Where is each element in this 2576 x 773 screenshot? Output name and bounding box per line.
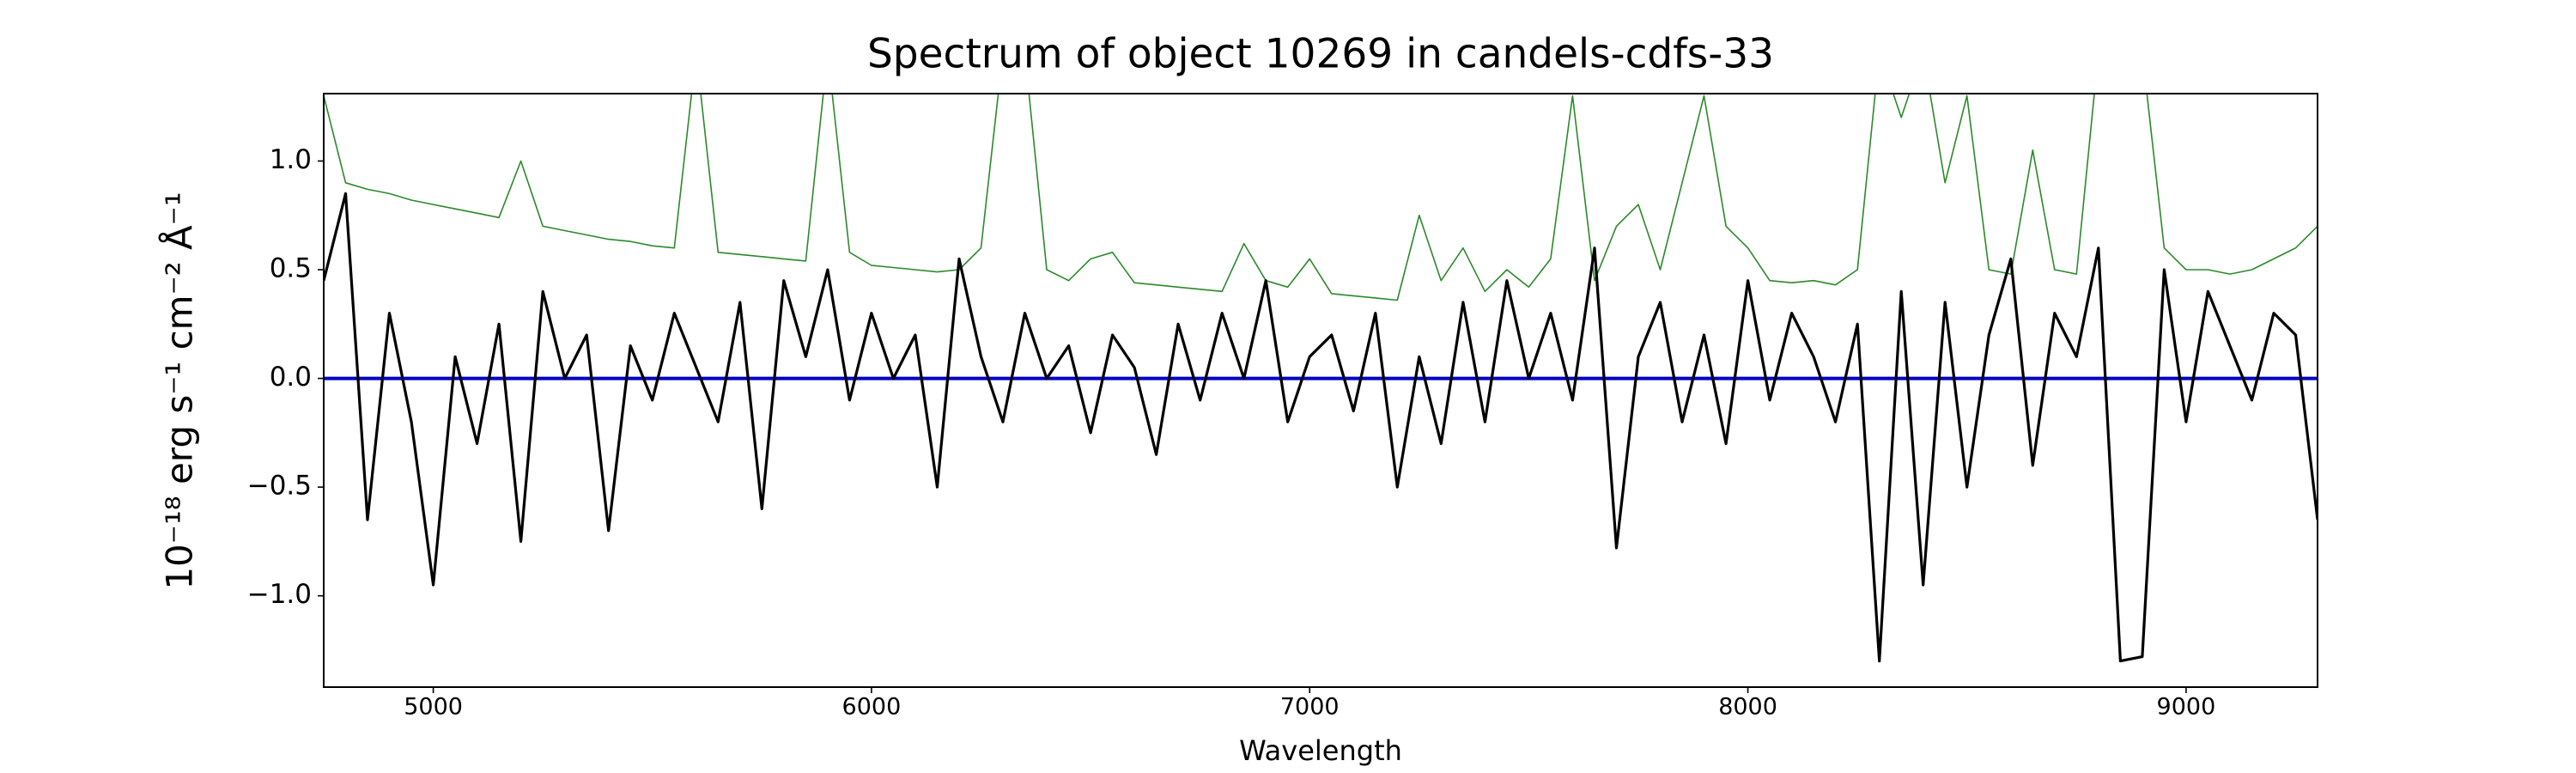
spectrum-line	[324, 192, 2318, 663]
y-tick-label: −0.5	[247, 471, 312, 502]
x-tick-label: 7000	[1280, 694, 1340, 721]
x-tick-label: 6000	[842, 694, 902, 721]
spectrum-line	[324, 94, 2318, 301]
y-tick-label: 0.0	[270, 362, 312, 393]
y-tick-label: 1.0	[270, 144, 312, 175]
chart-title: Spectrum of object 10269 in candels-cdfs…	[867, 31, 1774, 78]
y-tick-label: 0.5	[270, 253, 312, 284]
y-tick-label: −1.0	[247, 579, 312, 610]
x-axis-label: Wavelength	[1239, 734, 1402, 767]
x-tick-label: 9000	[2157, 694, 2216, 721]
x-tick-label: 8000	[1718, 694, 1777, 721]
plot-frame	[323, 93, 2318, 688]
x-tick-label: 5000	[404, 694, 463, 721]
plot-area	[324, 94, 2318, 663]
y-axis-label: 10⁻¹⁸ erg s⁻¹ cm⁻² Å⁻¹	[158, 192, 201, 589]
